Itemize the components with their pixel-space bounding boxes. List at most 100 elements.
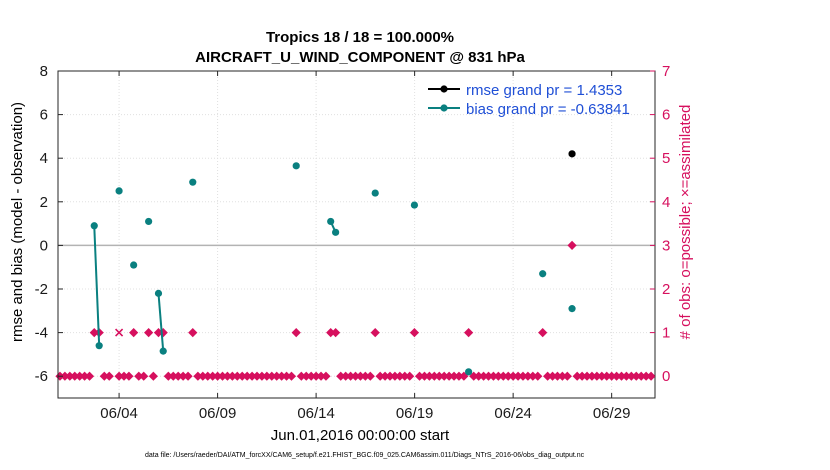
obs-possible-marker [390, 371, 400, 381]
obs-possible-marker [597, 371, 607, 381]
obs-possible-marker [454, 371, 464, 381]
obs-possible-marker [158, 328, 168, 338]
obs-possible-marker [237, 371, 247, 381]
bias-point [332, 228, 340, 236]
obs-possible-marker [483, 371, 494, 381]
obs-possible-marker [419, 371, 430, 381]
y2-tick-label: 4 [662, 194, 670, 211]
obs-possible-marker [636, 371, 646, 381]
obs-possible-marker [611, 371, 622, 381]
y2-tick-label: 6 [662, 107, 670, 124]
obs-possible-marker [607, 371, 617, 381]
obs-possible-marker [281, 371, 292, 381]
obs-possible-marker [247, 371, 257, 381]
x-tick-label: 06/29 [593, 405, 631, 422]
x-tick-label: 06/24 [494, 405, 532, 422]
bias-point [159, 347, 167, 355]
y2-axis-label: # of obs: o=possible; ×=assimilated [677, 105, 694, 340]
obs-possible-marker [602, 371, 612, 381]
y2-tick-label: 0 [662, 368, 670, 385]
obs-possible-marker [533, 371, 543, 381]
obs-possible-marker [321, 371, 331, 381]
bias-point [130, 261, 138, 269]
y2-tick-label: 2 [662, 281, 670, 298]
obs-possible-marker [296, 371, 306, 381]
obs-possible-marker [104, 371, 114, 381]
obs-possible-marker [277, 371, 287, 381]
obs-possible-marker [134, 371, 144, 381]
legend-rmse-marker [440, 85, 448, 93]
obs-possible-marker [70, 371, 80, 381]
obs-possible-marker [538, 328, 548, 338]
bias-point [568, 305, 576, 313]
obs-possible-marker [355, 371, 366, 381]
obs-possible-marker [124, 371, 134, 381]
y2-tick-label: 3 [662, 237, 670, 254]
obs-possible-marker [336, 371, 346, 381]
obs-possible-marker [232, 371, 242, 381]
obs-possible-marker [345, 371, 356, 381]
y-tick-label: -2 [35, 281, 48, 298]
obs-possible-marker [414, 371, 425, 381]
obs-possible-marker [193, 371, 203, 381]
y-tick-label: 4 [40, 150, 48, 167]
chart-subtitle: AIRCRAFT_U_WIND_COMPONENT @ 831 hPa [195, 49, 525, 66]
obs-possible-marker [464, 328, 474, 338]
obs-possible-marker [474, 371, 484, 381]
obs-possible-marker [557, 371, 567, 381]
obs-possible-marker [291, 328, 301, 338]
bias-point [327, 217, 335, 226]
obs-possible-marker [626, 371, 636, 381]
obs-possible-marker [508, 371, 518, 381]
obs-possible-marker [503, 371, 513, 381]
obs-possible-marker [316, 371, 326, 381]
obs-possible-marker [217, 371, 228, 381]
obs-possible-marker [148, 371, 158, 381]
obs-possible-marker [567, 240, 577, 250]
obs-possible-marker [79, 371, 90, 381]
bias-point [371, 189, 379, 197]
obs-possible-marker [587, 371, 597, 381]
x-axis-label: Jun.01,2016 00:00:00 start [271, 427, 450, 444]
legend-bias-marker [440, 104, 448, 112]
obs-possible-marker [257, 371, 267, 381]
obs-possible-marker [375, 371, 385, 381]
obs-possible-marker [272, 371, 282, 381]
obs-possible-marker [188, 328, 198, 338]
legend-rmse-label: rmse grand pr = 1.4353 [466, 82, 622, 99]
bias-point [465, 368, 473, 376]
y-tick-label: 8 [40, 63, 48, 80]
obs-possible-marker [577, 371, 587, 381]
obs-possible-marker [429, 371, 439, 381]
obs-possible-marker [523, 371, 533, 381]
bias-point [95, 342, 103, 350]
obs-possible-marker [409, 328, 420, 338]
obs-possible-marker [439, 371, 449, 381]
obs-possible-marker [493, 371, 503, 381]
obs-possible-marker [311, 371, 321, 381]
obs-possible-marker [616, 371, 627, 381]
obs-possible-marker [326, 328, 336, 338]
obs-assimilated-marker [115, 328, 124, 337]
axes-frame [57, 70, 656, 399]
obs-possible-marker [262, 371, 272, 381]
data-file-footnote: data file: /Users/raeder/DAI/ATM_forcXX/… [145, 452, 585, 459]
obs-possible-marker [528, 371, 538, 381]
obs-possible-marker [547, 371, 558, 381]
obs-possible-marker [350, 371, 361, 381]
obs-possible-marker [306, 371, 316, 381]
obs-possible-marker [114, 371, 124, 381]
obs-possible-marker [459, 371, 469, 381]
obs-possible-marker [424, 371, 435, 381]
obs-possible-marker [562, 371, 572, 381]
obs-possible-marker [498, 371, 508, 381]
obs-possible-marker [153, 328, 164, 338]
bias-point [90, 222, 98, 230]
obs-possible-marker [478, 371, 489, 381]
obs-possible-marker [222, 371, 233, 381]
obs-possible-marker [129, 328, 139, 338]
obs-possible-marker [513, 371, 523, 381]
obs-possible-marker [99, 371, 109, 381]
obs-possible-marker [89, 328, 99, 338]
obs-possible-marker [592, 371, 602, 381]
